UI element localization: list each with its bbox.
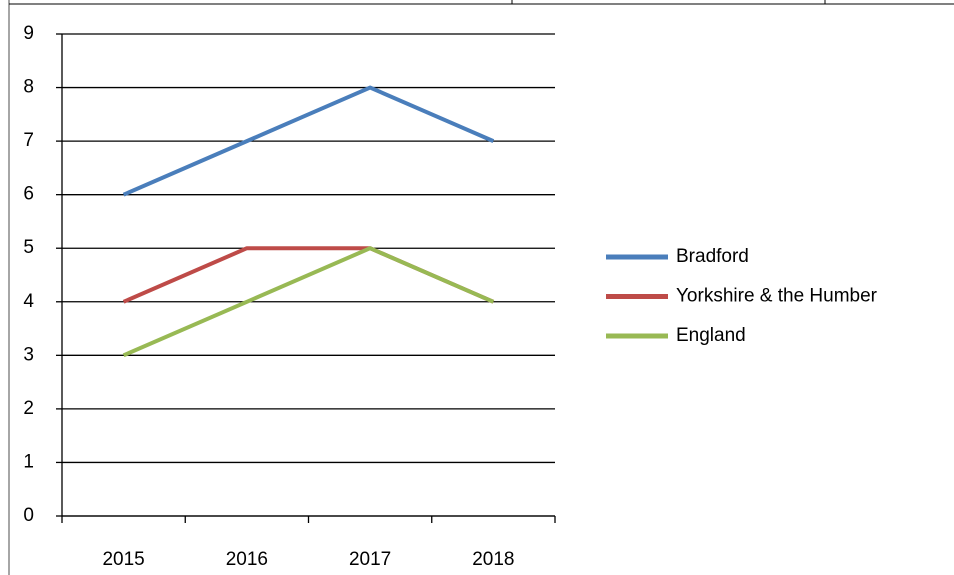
x-tick-label: 2016: [226, 549, 268, 570]
y-tick-label: 1: [23, 451, 34, 472]
y-tick-label: 8: [23, 77, 34, 98]
x-tick-label: 2017: [349, 549, 391, 570]
legend-label: England: [676, 325, 746, 346]
y-tick-label: 0: [23, 505, 34, 526]
y-tick-label: 3: [23, 344, 34, 365]
y-tick-label: 7: [23, 130, 34, 151]
legend-label: Yorkshire & the Humber: [676, 286, 878, 307]
x-tick-label: 2018: [472, 549, 514, 570]
y-tick-label: 6: [23, 184, 34, 205]
x-tick-label: 2015: [102, 549, 144, 570]
y-tick-label: 4: [23, 291, 34, 312]
legend-label: Bradford: [676, 246, 749, 267]
y-tick-label: 2: [23, 398, 34, 419]
y-tick-label: 5: [23, 237, 34, 258]
y-tick-label: 9: [23, 23, 34, 44]
series-line: [122, 246, 495, 358]
series-line: [122, 85, 495, 197]
